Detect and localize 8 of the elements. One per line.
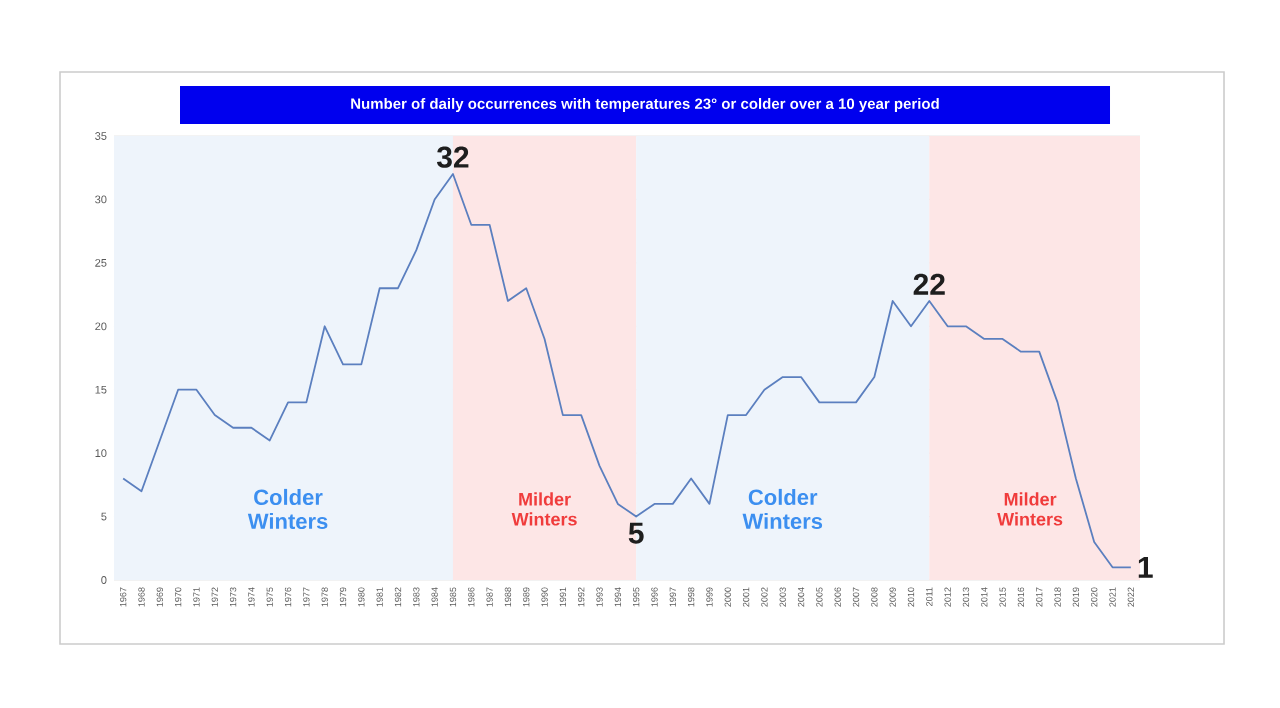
- band-label: Colder Winters: [247, 488, 328, 530]
- annotation: 32: [436, 146, 469, 168]
- band-label: Milder Winters: [511, 492, 577, 526]
- band-label: Colder Winters: [742, 488, 823, 530]
- band-label: Milder Winters: [997, 492, 1063, 526]
- annotation: 22: [913, 273, 945, 295]
- annotation: 1: [1138, 557, 1153, 578]
- annotation: 5: [628, 522, 644, 544]
